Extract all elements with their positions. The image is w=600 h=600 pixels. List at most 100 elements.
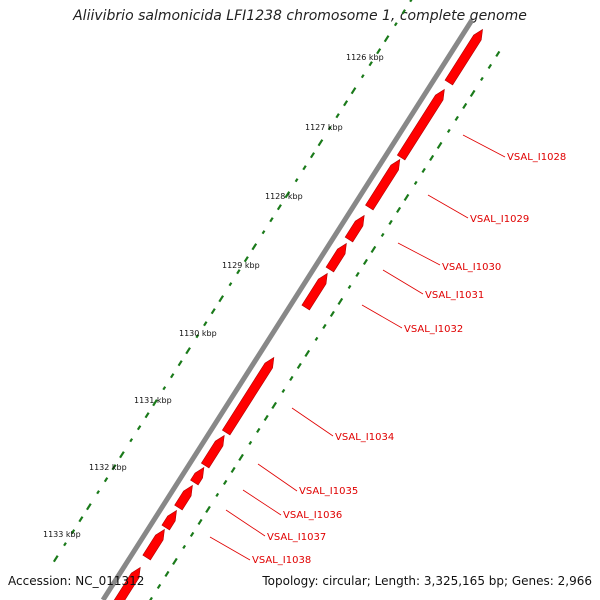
gene-labels: VSAL_I1028 VSAL_I1029 VSAL_I1030 VSAL_I1031…	[252, 152, 566, 566]
gc-mark-outer	[185, 347, 191, 355]
gc-mark-inner	[189, 531, 195, 538]
scale-tick-label: 1133 kbp	[43, 530, 81, 539]
gc-mark-outer	[327, 126, 332, 131]
scale-tick-label: 1130 kbp	[179, 329, 217, 338]
gene-arrow	[365, 158, 401, 211]
gc-mark-inner	[462, 102, 468, 110]
map-title: Aliivibrio salmonicida LFI1238 chromosom…	[73, 8, 527, 24]
gc-mark-inner	[347, 284, 352, 290]
gc-mark-inner	[304, 349, 311, 358]
gc-mark-outer	[177, 360, 183, 367]
gc-mark-inner	[256, 427, 261, 434]
gc-mark-outer	[210, 308, 216, 315]
gc-mark-inner	[446, 128, 451, 134]
gene-label[interactable]: VSAL_I1028	[507, 152, 566, 163]
gc-mark-outer	[170, 373, 175, 379]
gc-mark-inner	[436, 141, 443, 150]
gene-label[interactable]: VSAL_I1038	[252, 555, 311, 566]
scale-tick-label: 1128 kbp	[265, 192, 303, 201]
gc-mark-inner	[215, 492, 220, 498]
gc-mark-inner	[296, 362, 302, 370]
gene-label-leader	[209, 536, 251, 561]
gc-mark-outer	[368, 61, 373, 67]
gene-arrow	[174, 484, 193, 511]
gene-arrow	[190, 466, 205, 486]
gc-mark-outer	[203, 321, 208, 327]
gc-mark-outer	[343, 100, 349, 107]
gc-mark-outer	[284, 191, 291, 199]
gene-label[interactable]: VSAL_I1035	[299, 486, 358, 497]
gene-arrow	[396, 88, 445, 161]
gc-mark-outer	[360, 74, 365, 79]
gc-mark-outer	[309, 152, 316, 159]
gc-mark-outer	[119, 451, 125, 459]
gc-mark-inner	[421, 167, 426, 174]
gc-mark-inner	[263, 414, 269, 422]
gc-mark-inner	[403, 193, 410, 202]
gene-arrow	[142, 528, 165, 561]
gc-mark-outer	[236, 269, 241, 275]
gc-mark-inner	[322, 323, 327, 330]
gc-mark-outer	[317, 139, 324, 147]
gc-mark-inner	[454, 115, 459, 122]
gc-mark-outer	[376, 48, 382, 55]
gene-arrow	[344, 214, 365, 243]
gene-label-leader	[225, 509, 266, 537]
gene-label-leader	[257, 463, 298, 492]
gc-mark-inner	[289, 375, 294, 382]
gc-mark-outer	[243, 256, 249, 263]
gc-mark-inner	[222, 479, 228, 486]
gc-mark-inner	[469, 89, 476, 98]
gene-label[interactable]: VSAL_I1034	[335, 432, 394, 443]
gc-mark-outer	[228, 282, 233, 287]
gc-mark-outer	[393, 22, 398, 27]
gene-track	[113, 28, 483, 600]
gc-mark-inner	[487, 63, 493, 70]
gene-label-leader	[462, 134, 506, 158]
gc-mark-inner	[197, 518, 203, 526]
gene-label[interactable]: VSAL_I1036	[283, 510, 342, 521]
scale-tick-label: 1127 kbp	[305, 123, 343, 132]
gene-arrow	[301, 272, 328, 311]
gc-mark-inner	[380, 232, 385, 238]
gc-mark-outer	[251, 243, 258, 251]
gc-mark-outer	[409, 0, 413, 3]
gc-mark-inner	[429, 154, 435, 162]
gc-mark-inner	[314, 336, 319, 342]
gene-label-leader	[242, 489, 282, 516]
gc-mark-outer	[350, 87, 357, 95]
gc-mark-outer	[129, 438, 134, 443]
gene-label[interactable]: VSAL_I1030	[442, 262, 501, 273]
gc-mark-inner	[281, 388, 286, 394]
scale-tick-label: 1126 kbp	[346, 53, 384, 62]
chromosome-backbone	[100, 18, 475, 600]
gene-arrow	[444, 28, 483, 86]
gc-mark-outer	[218, 295, 225, 303]
gene-label[interactable]: VSAL_I1031	[425, 290, 484, 301]
gene-label-leader	[382, 269, 424, 295]
gene-label-leader	[427, 194, 469, 219]
gene-label-leader	[397, 242, 441, 266]
gc-mark-outer	[52, 555, 59, 563]
gc-mark-outer	[96, 490, 100, 495]
gene-label[interactable]: VSAL_I1029	[470, 214, 529, 225]
gene-label-leader	[361, 304, 403, 329]
gene-arrow	[200, 434, 225, 469]
gc-content-track	[52, 0, 501, 600]
gc-mark-inner	[396, 206, 402, 214]
gc-mark-outer	[401, 9, 406, 15]
scale-tick-label: 1131 kbp	[134, 396, 172, 405]
gene-label[interactable]: VSAL_I1032	[404, 324, 463, 335]
gene-label-leader	[291, 407, 334, 437]
gene-arrow	[221, 356, 275, 436]
gc-mark-inner	[271, 401, 278, 410]
gc-mark-outer	[136, 425, 142, 431]
gc-mark-outer	[103, 477, 109, 483]
gene-label[interactable]: VSAL_I1037	[267, 532, 326, 543]
gc-mark-outer	[261, 230, 266, 235]
gc-mark-outer	[111, 464, 117, 471]
gc-mark-inner	[495, 50, 501, 58]
gc-mark-outer	[70, 529, 76, 535]
